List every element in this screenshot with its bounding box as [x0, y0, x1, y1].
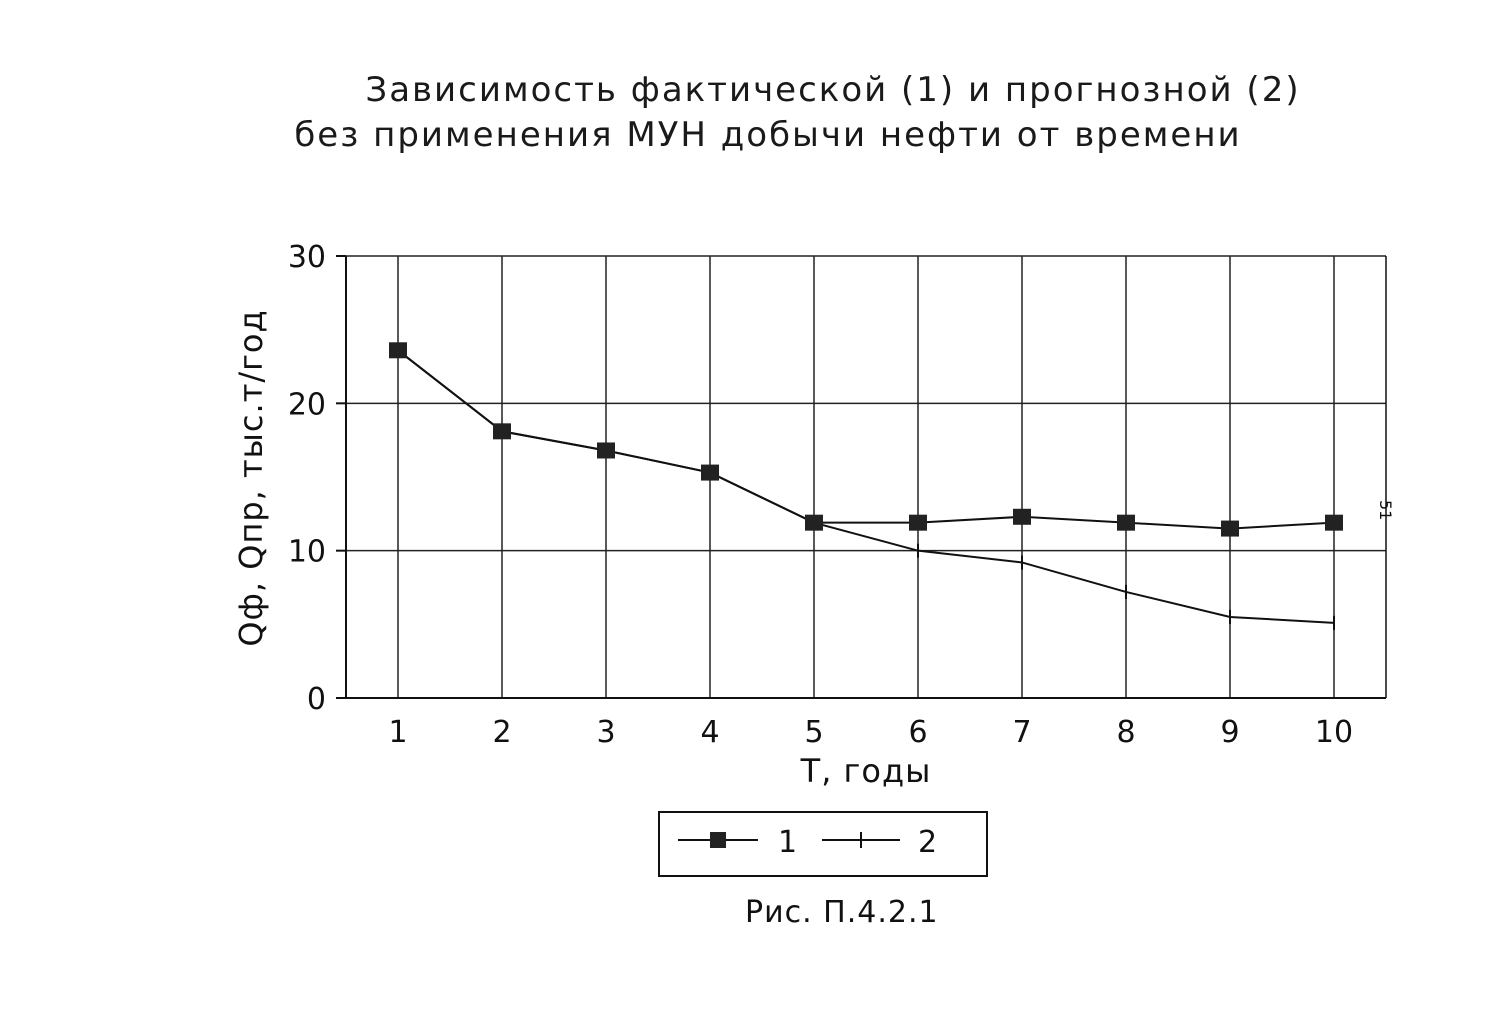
grid-lines: [346, 255, 1386, 698]
legend-label-series-1: 1: [778, 825, 797, 860]
legend-label-series-2: 2: [918, 825, 937, 860]
chart-title-line1: Зависимость фактической (1) и прогнозной…: [365, 70, 1301, 110]
series-1-point-4: [701, 464, 719, 481]
x-tick-label-3: 3: [596, 715, 615, 750]
x-tick-label-8: 8: [1116, 715, 1135, 750]
y-tick-label-20: 20: [288, 387, 326, 422]
x-axis-label: Т, годы: [800, 752, 932, 790]
legend: 1 2: [658, 811, 988, 877]
y-tick-label-30: 30: [288, 240, 326, 275]
series-1-point-8: [1117, 514, 1135, 531]
series-1-point-1: [389, 342, 407, 359]
y-axis-label: Qф, Qпр, тыс.т/год: [232, 309, 270, 646]
x-tick-label-6: 6: [908, 715, 927, 750]
figure-caption: Рис. П.4.2.1: [745, 895, 939, 930]
x-tick-label-5: 5: [804, 715, 823, 750]
series-2-line: [397, 349, 1335, 624]
x-tick-label-10: 10: [1315, 715, 1353, 750]
y-tick-label-0: 0: [307, 682, 326, 717]
page-number: 51: [1376, 500, 1395, 521]
series-1-point-3: [597, 442, 615, 459]
series-1-point-6: [909, 514, 927, 531]
x-tick-label-4: 4: [700, 715, 719, 750]
series-1-point-5: [805, 514, 823, 531]
series-layer: [389, 342, 1343, 630]
series-1-point-7: [1013, 508, 1031, 525]
series-1-point-9: [1221, 520, 1239, 537]
legend-box: [658, 811, 988, 877]
chart-title-line2: без применения МУН добычи нефти от време…: [294, 115, 1242, 155]
tick-labels: 0 10 20 30 1 2 3 4 5 6 7 8 9 10: [288, 240, 1353, 750]
legend-marker-series-1: [710, 832, 726, 848]
x-tick-label-7: 7: [1012, 715, 1031, 750]
x-tick-label-1: 1: [388, 715, 407, 750]
x-tick-label-2: 2: [492, 715, 511, 750]
y-tick-label-10: 10: [288, 535, 326, 570]
series-1-line: [397, 349, 1335, 530]
series-1-point-2: [493, 423, 511, 440]
series-1-point-10: [1325, 514, 1343, 531]
axes: [336, 255, 1387, 699]
x-tick-label-9: 9: [1220, 715, 1239, 750]
